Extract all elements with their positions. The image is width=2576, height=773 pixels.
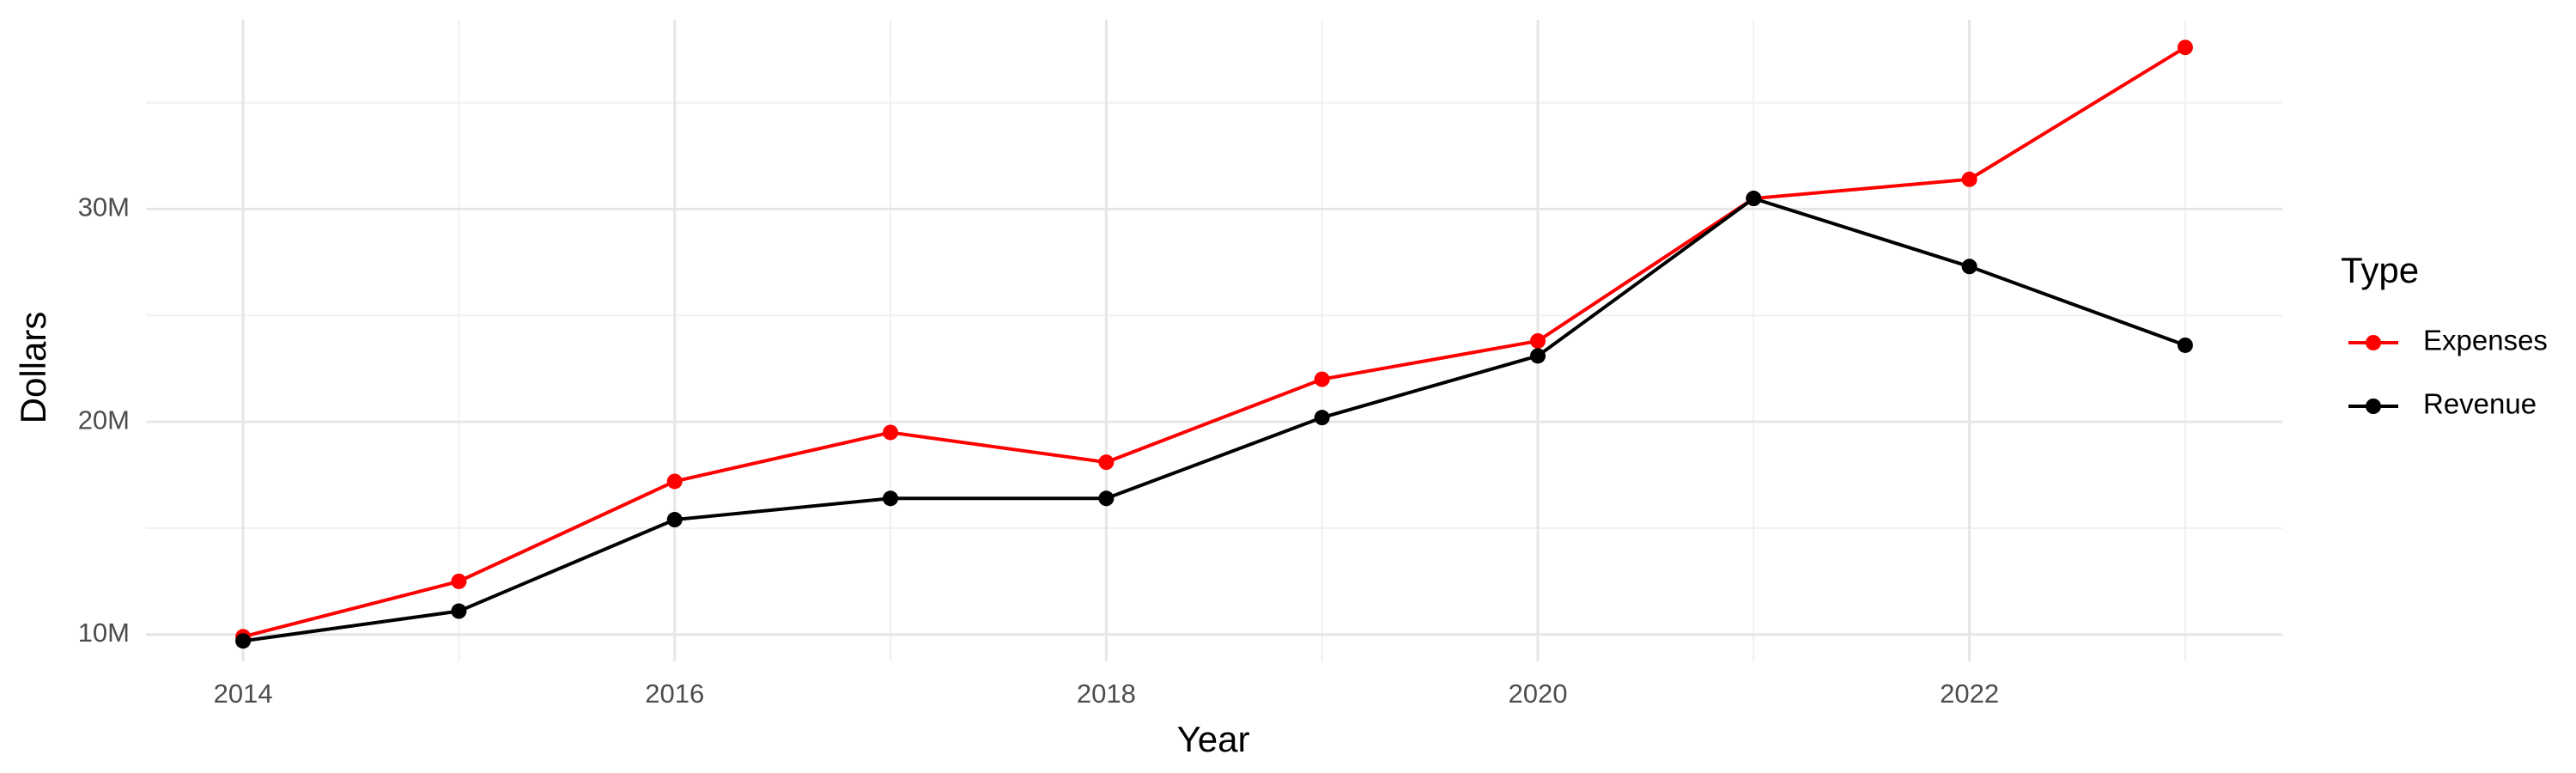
legend-label: Revenue	[2423, 388, 2537, 420]
data-point	[883, 424, 899, 441]
data-point	[1529, 348, 1546, 364]
data-point	[2177, 337, 2193, 353]
data-point	[666, 512, 683, 528]
data-point	[1961, 171, 1978, 187]
x-tick-label: 2020	[1508, 679, 1567, 709]
data-point	[666, 473, 683, 490]
legend-key-point	[2366, 335, 2381, 350]
x-axis-title: Year	[1177, 719, 1250, 759]
data-point	[1098, 490, 1115, 507]
data-point	[235, 633, 252, 649]
data-point	[451, 603, 467, 619]
data-point	[1746, 191, 1762, 207]
series-line	[242, 46, 2186, 639]
x-tick-label: 2016	[645, 679, 704, 709]
y-tick-label: 20M	[78, 405, 130, 435]
data-point	[1314, 410, 1330, 426]
y-tick-label: 30M	[78, 192, 130, 222]
data-point	[1314, 371, 1330, 387]
x-tick-label: 2022	[1940, 679, 1999, 709]
legend-title: Type	[2341, 250, 2419, 290]
data-point	[1098, 454, 1115, 471]
y-axis-title: Dollars	[13, 312, 53, 424]
legend-key-point	[2366, 399, 2381, 414]
series-line	[242, 196, 2186, 643]
data-point	[1961, 259, 1978, 275]
y-tick-label: 10M	[78, 618, 130, 648]
legend-label: Expenses	[2423, 325, 2548, 356]
data-point	[1529, 332, 1546, 349]
data-point	[2177, 40, 2193, 56]
data-point	[883, 490, 899, 507]
x-tick-label: 2014	[214, 679, 273, 709]
x-tick-label: 2018	[1077, 679, 1136, 709]
data-point	[451, 573, 467, 589]
